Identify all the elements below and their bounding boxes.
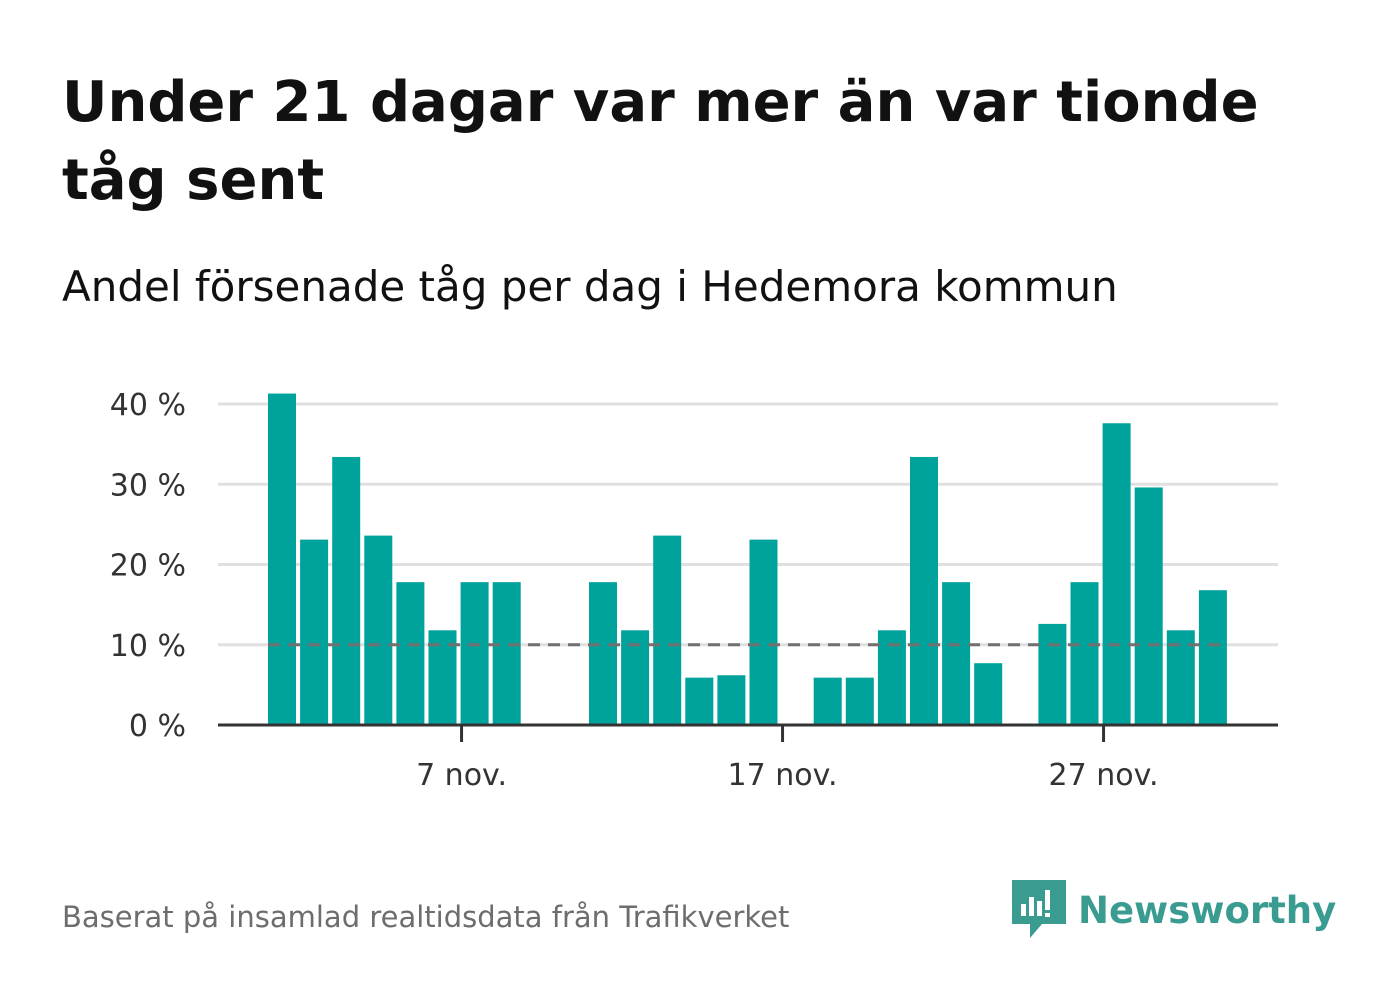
bar [1134, 487, 1163, 725]
bar [1198, 590, 1227, 725]
bar [845, 677, 874, 725]
y-tick-label: 10 % [110, 629, 186, 664]
bar [1070, 582, 1099, 725]
y-tick-label: 0 % [129, 709, 186, 744]
bar [974, 663, 1003, 725]
bar [332, 456, 361, 725]
bar [268, 393, 296, 725]
bar [460, 582, 489, 725]
brand-name: Newsworthy [1078, 888, 1337, 932]
chart-subtitle: Andel försenade tåg per dag i Hedemora k… [62, 262, 1118, 311]
bar [492, 582, 521, 725]
bar [1102, 423, 1131, 725]
bar [653, 535, 682, 725]
bar [813, 677, 842, 725]
bar [942, 582, 971, 725]
y-tick-label: 20 % [110, 549, 186, 584]
bar [300, 539, 329, 725]
bar [396, 582, 425, 725]
bar [910, 456, 938, 725]
x-tick-label: 7 nov. [416, 758, 507, 793]
x-tick-label: 17 nov. [728, 758, 838, 793]
source-note: Baserat på insamlad realtidsdata från Tr… [62, 900, 790, 934]
bar [589, 582, 617, 725]
bar [364, 535, 393, 725]
y-tick-label: 30 % [110, 468, 186, 503]
y-tick-label: 40 % [110, 388, 186, 423]
newsworthy-brand: Newsworthy [1012, 880, 1336, 940]
bar [685, 677, 714, 725]
chart-title: Under 21 dagar var mer än var tionde tåg… [62, 70, 1259, 213]
x-tick-label: 27 nov. [1049, 758, 1159, 793]
bar [1038, 623, 1067, 725]
bar [717, 675, 746, 725]
newsworthy-logo-icon [1012, 880, 1066, 938]
bar [749, 539, 778, 725]
